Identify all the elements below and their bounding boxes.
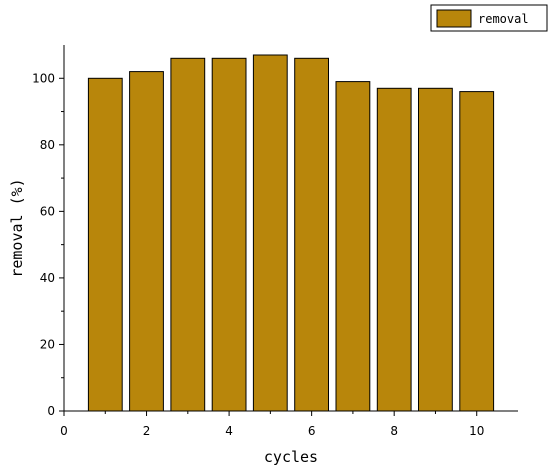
axes-group [63,45,518,412]
y-tick-label-60: 60 [40,204,55,218]
bar-cycle-8 [376,87,412,412]
bar-cycle-7 [335,81,371,412]
x-tick-label-0: 0 [60,424,68,438]
x-tick-label-8: 8 [390,424,398,438]
y-tick-label-20: 20 [40,337,55,351]
bar-cycle-5 [252,54,288,412]
y-tick-label-80: 80 [40,138,55,152]
y-axis-title: removal (%) [8,178,26,277]
y-tick-label-0: 0 [47,404,55,418]
x-tick-label-2: 2 [143,424,151,438]
legend-label: removal [478,12,529,26]
bar-cycle-10 [459,91,495,412]
x-tick-label-4: 4 [225,424,233,438]
x-tick-label-10: 10 [469,424,484,438]
legend-swatch [436,9,472,28]
bar-cycle-1 [87,77,123,412]
y-tick-label-40: 40 [40,271,55,285]
x-axis-title: cycles [264,448,318,466]
bar-cycle-9 [418,87,453,412]
bar-cycle-4 [211,57,247,412]
bars-group [87,54,495,412]
bar-cycle-2 [129,71,164,412]
bar-cycle-6 [294,57,330,412]
bar-cycle-3 [170,57,206,412]
x-tick-label-6: 6 [308,424,316,438]
y-tick-label-100: 100 [32,71,55,85]
legend: removal [430,4,548,32]
